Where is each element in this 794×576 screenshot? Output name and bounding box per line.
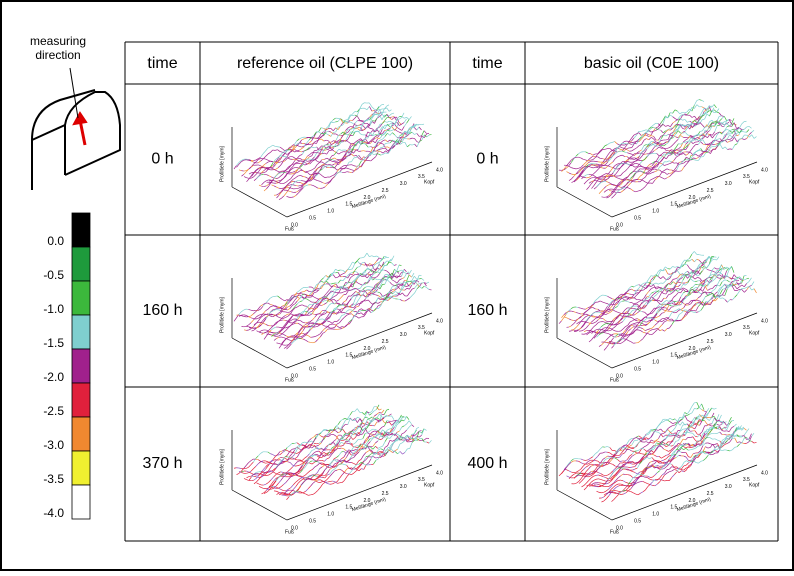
profile-seg: [268, 169, 270, 170]
profile-seg: [310, 304, 312, 305]
header-cell: reference oil (CLPE 100): [237, 55, 413, 72]
header-cell: time: [472, 55, 502, 72]
plot-xtick: 2.5: [382, 339, 389, 345]
plot-xtick: 4.0: [761, 167, 768, 173]
header-cell: basic oil (C0E 100): [584, 55, 719, 72]
plot-head: Kopf: [424, 330, 435, 336]
profile-seg: [278, 180, 280, 181]
scale-label: -2.5: [43, 404, 64, 418]
scale-label: -3.0: [43, 438, 64, 452]
profile-seg: [655, 167, 657, 168]
plot-xtick: 3.0: [400, 181, 407, 187]
scale-label: -0.5: [43, 268, 64, 282]
profile-seg: [576, 168, 578, 169]
plot-ylabel: Profiltiefe [mym]: [544, 145, 550, 181]
scale-band: [72, 213, 90, 247]
plot-xtick: 3.0: [400, 332, 407, 338]
profile-seg: [331, 146, 333, 147]
time-cell: 160 h: [142, 302, 182, 319]
plot-ylabel: Profiltiefe [mym]: [219, 145, 225, 181]
plot-xtick: 1.0: [652, 209, 659, 215]
profile-seg: [598, 312, 600, 313]
scale-band: [72, 247, 90, 281]
plot-foot: Fuß: [285, 377, 294, 383]
scale-label: -4.0: [43, 506, 64, 520]
plot-xtick: 3.0: [725, 181, 732, 187]
scale-label: -2.0: [43, 370, 64, 384]
profile-seg: [632, 315, 634, 316]
plot-xtick: 1.0: [327, 360, 334, 366]
profile-seg: [365, 123, 367, 124]
scale-label: 0.0: [47, 234, 64, 248]
plot-xtick: 0.5: [634, 215, 641, 221]
profile-seg: [307, 161, 309, 162]
scale-band: [72, 349, 90, 383]
scale-label: -1.0: [43, 302, 64, 316]
profile-seg: [730, 149, 732, 150]
profile-seg: [611, 175, 613, 176]
profile-seg: [342, 305, 344, 306]
profile-seg: [642, 312, 644, 313]
scale-band: [72, 417, 90, 451]
plot-head: Kopf: [424, 179, 435, 185]
plot-head: Kopf: [749, 179, 760, 185]
scale-band: [72, 281, 90, 315]
plot-xtick: 0.5: [309, 366, 316, 372]
scale-band: [72, 383, 90, 417]
plot-xtick: 4.0: [436, 167, 443, 173]
plot-xtick: 0.5: [309, 215, 316, 221]
plot-xtick: 1.0: [327, 209, 334, 215]
scale-band: [72, 315, 90, 349]
time-cell: 160 h: [467, 302, 507, 319]
scale-label: -3.5: [43, 472, 64, 486]
plot-xtick: 2.5: [382, 188, 389, 194]
profile-seg: [370, 128, 372, 129]
scale-band: [72, 485, 90, 519]
plot-xtick: 4.0: [436, 318, 443, 324]
plot-foot: Fuß: [610, 226, 619, 232]
plot-xtick: 2.5: [707, 188, 714, 194]
header-cell: time: [147, 55, 177, 72]
time-cell: 0 h: [151, 151, 173, 168]
scale-label: -1.5: [43, 336, 64, 350]
time-cell: 0 h: [476, 151, 498, 168]
plot-ylabel: Profiltiefe [mym]: [219, 296, 225, 332]
plot-foot: Fuß: [285, 226, 294, 232]
scale-band: [72, 451, 90, 485]
profile-seg: [629, 294, 631, 295]
